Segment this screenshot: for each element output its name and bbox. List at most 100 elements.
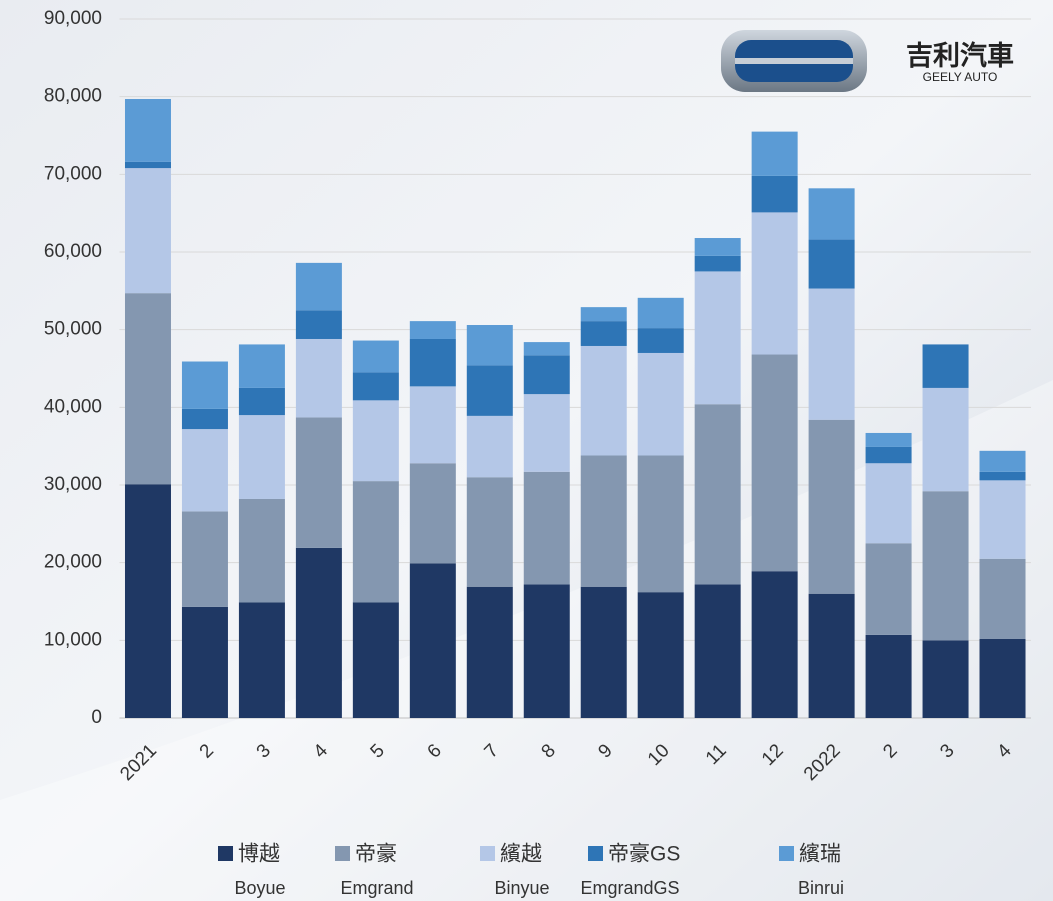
bar-segment <box>124 293 171 485</box>
legend-swatch <box>335 846 350 861</box>
bar-segment <box>295 310 342 339</box>
bar-segment <box>751 131 798 176</box>
logo-text: 吉利汽車 <box>906 41 1014 71</box>
bar-segment <box>181 408 228 430</box>
y-tick-label: 40,000 <box>44 396 102 417</box>
legend-swatch <box>588 846 603 861</box>
legend-label: 繽瑞 <box>799 843 841 866</box>
bar-segment <box>979 471 1026 481</box>
legend-label: 帝豪 <box>355 843 397 866</box>
bar-segment <box>238 498 285 603</box>
bar-segment <box>523 584 570 718</box>
bar-segment <box>865 432 912 447</box>
bar-segment <box>865 463 912 544</box>
bar-segment <box>352 372 399 401</box>
bar-segment <box>808 419 855 594</box>
bar-segment <box>808 288 855 420</box>
legend-swatch <box>480 846 495 861</box>
bar-segment <box>922 640 969 718</box>
logo-subtext: GEELY AUTO <box>923 70 998 84</box>
bar-segment <box>751 571 798 718</box>
legend-sublabel: Binrui <box>798 878 844 898</box>
bar-segment <box>922 491 969 641</box>
bar-segment <box>181 511 228 607</box>
bar-segment <box>580 307 627 322</box>
bar-segment <box>751 354 798 572</box>
bar-segment <box>466 325 513 366</box>
bar-segment <box>979 450 1026 472</box>
bar-segment <box>637 352 684 456</box>
bar-segment <box>124 98 171 162</box>
y-tick-label: 30,000 <box>44 474 102 495</box>
bar-segment <box>181 361 228 409</box>
bar-segment <box>523 355 570 395</box>
bar-segment <box>694 255 741 272</box>
legend-label: 帝豪GS <box>608 843 680 866</box>
bar-segment <box>295 547 342 718</box>
bar-segment <box>124 484 171 718</box>
legend-sublabel: Binyue <box>494 878 549 898</box>
bar-segment <box>808 593 855 718</box>
bar-segment <box>808 239 855 289</box>
legend-sublabel: Emgrand <box>340 878 413 898</box>
bar-segment <box>694 238 741 256</box>
bar-segment <box>979 480 1026 559</box>
bar-segment <box>580 455 627 587</box>
bar-segment <box>466 365 513 416</box>
bar-segment <box>181 429 228 512</box>
y-tick-label: 80,000 <box>44 86 102 107</box>
bar-segment <box>352 481 399 603</box>
legend-swatch <box>218 846 233 861</box>
bar-segment <box>238 344 285 388</box>
bar-segment <box>238 602 285 718</box>
bar-segment <box>295 338 342 418</box>
bar-segment <box>751 212 798 355</box>
legend-sublabel: EmgrandGS <box>580 878 679 898</box>
bar-segment <box>637 455 684 593</box>
bar-segment <box>352 602 399 718</box>
bar-segment <box>409 321 456 339</box>
bar-segment <box>523 471 570 585</box>
y-tick-label: 60,000 <box>44 241 102 262</box>
bar-segment <box>694 584 741 718</box>
bar-segment <box>124 161 171 169</box>
logo-bar <box>735 58 853 64</box>
bar-segment <box>295 417 342 548</box>
bar-segment <box>523 342 570 356</box>
bar-segment <box>466 477 513 587</box>
y-tick-label: 50,000 <box>44 319 102 340</box>
bar-segment <box>979 558 1026 639</box>
y-tick-label: 90,000 <box>44 8 102 29</box>
bar-segment <box>238 387 285 416</box>
bar-segment <box>523 394 570 472</box>
bar-segment <box>580 345 627 456</box>
bar-segment <box>466 415 513 478</box>
bar-segment <box>808 188 855 240</box>
bar-segment <box>295 262 342 311</box>
bar-segment <box>865 446 912 464</box>
bar-segment <box>922 387 969 492</box>
bar-segment <box>580 321 627 346</box>
legend-label: 繽越 <box>500 843 542 866</box>
bar-segment <box>580 586 627 718</box>
bar-segment <box>409 463 456 564</box>
bar-segment <box>637 592 684 718</box>
bar-segment <box>409 563 456 718</box>
y-tick-label: 20,000 <box>44 552 102 573</box>
bar-segment <box>352 340 399 373</box>
bar-segment <box>181 606 228 718</box>
y-tick-label: 70,000 <box>44 163 102 184</box>
y-tick-label: 0 <box>91 707 102 728</box>
legend-label: 博越 <box>238 843 280 866</box>
bar-segment <box>979 638 1026 718</box>
bar-segment <box>637 297 684 329</box>
bar-segment <box>922 344 969 388</box>
bar-segment <box>751 175 798 213</box>
bar-segment <box>694 271 741 405</box>
y-tick-label: 10,000 <box>44 629 102 650</box>
bar-segment <box>124 168 171 294</box>
bar-segment <box>466 586 513 718</box>
bar-segment <box>409 386 456 464</box>
bar-segment <box>238 415 285 499</box>
